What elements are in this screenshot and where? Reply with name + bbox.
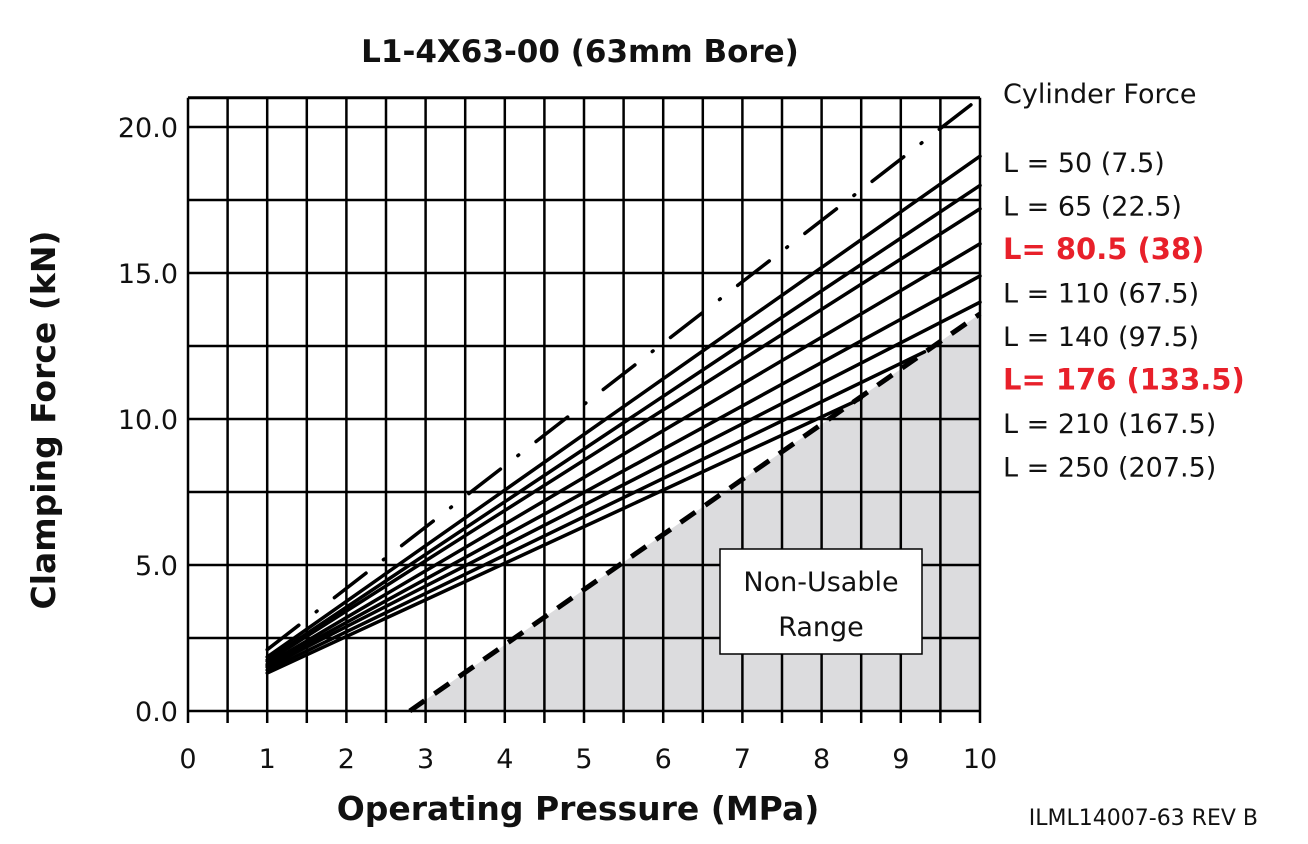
legend-entry: L = 65 (22.5): [1003, 192, 1182, 223]
non-usable-label: Non-Usable: [743, 567, 898, 598]
legend-entry: L = 250 (207.5): [1003, 453, 1216, 484]
x-tick-label: 0: [179, 744, 196, 775]
series-line-7: [265, 350, 927, 672]
y-tick-label: 20.0: [118, 113, 178, 144]
series-line-6: [265, 300, 982, 669]
cylinder-force-line: [265, 96, 982, 652]
legend-entry: L = 50 (7.5): [1003, 148, 1165, 179]
legend-entry: L = 210 (167.5): [1003, 409, 1216, 440]
y-tick-label: 5.0: [135, 551, 178, 582]
y-tick-label: 0.0: [135, 697, 178, 728]
x-axis-label: Operating Pressure (MPa): [337, 789, 820, 828]
non-usable-label-2: Range: [778, 612, 864, 643]
legend-entry: L= 176 (133.5): [1003, 363, 1245, 397]
chart-title: L1-4X63-00 (63mm Bore): [361, 34, 799, 70]
x-tick-label: 9: [892, 744, 909, 775]
series-line-3: [265, 207, 982, 664]
y-tick-label: 15.0: [118, 259, 178, 290]
y-tick-label: 10.0: [118, 405, 178, 436]
non-usable-label-box: Non-Usable Range: [719, 548, 923, 655]
x-tick-label: 4: [496, 744, 513, 775]
x-tick-label: 3: [417, 744, 434, 775]
series-line-4: [265, 242, 982, 667]
series-line-8: [265, 396, 863, 675]
legend-entry: L = 110 (67.5): [1003, 279, 1199, 310]
x-tick-label: 1: [259, 744, 276, 775]
legend-entry: L= 80.5 (38): [1003, 232, 1204, 266]
series-line-2: [265, 183, 982, 662]
x-tick-label: 6: [655, 744, 672, 775]
series-line-1: [265, 154, 982, 659]
legend-entry: L = 140 (97.5): [1003, 322, 1199, 353]
y-axis-label: Clamping Force (kN): [24, 230, 63, 609]
x-tick-label: 8: [813, 744, 830, 775]
x-tick-label: 7: [734, 744, 751, 775]
drawing-number: ILML14007-63 REV B: [1029, 806, 1258, 831]
series-line-5: [265, 274, 982, 668]
x-tick-label: 10: [963, 744, 997, 775]
legend-title: Cylinder Force: [1003, 79, 1196, 110]
non-usable-boundary-line: [408, 311, 982, 714]
x-tick-label: 2: [338, 744, 355, 775]
x-tick-label: 5: [575, 744, 592, 775]
